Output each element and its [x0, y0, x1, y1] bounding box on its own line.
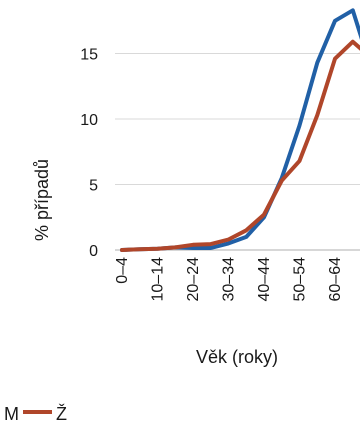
y-tick-labels: 05101520	[80, 47, 98, 261]
y-tick-label: 15	[80, 47, 98, 64]
series-line-m	[120, 8, 360, 252]
x-tick-label: 20–24	[185, 257, 202, 302]
y-tick-label: 5	[89, 178, 98, 195]
legend-label-m: M	[4, 404, 19, 424]
x-tick-label: 50–54	[292, 257, 309, 302]
y-axis-title: % případů	[32, 159, 52, 241]
x-tick-label: 60–64	[327, 257, 344, 302]
x-tick-label: 0–4	[114, 257, 131, 284]
gridlines	[115, 53, 360, 251]
series-lines	[120, 8, 360, 252]
y-tick-label: 10	[80, 112, 98, 129]
x-axis-title: Věk (roky)	[196, 347, 278, 367]
x-tick-label: 40–44	[256, 257, 273, 302]
y-tick-label: 0	[89, 243, 98, 260]
legend: M Ž	[4, 404, 67, 424]
series-line-z	[120, 39, 360, 252]
x-tick-label: 10–14	[150, 257, 167, 302]
x-tick-label: 30–34	[221, 257, 238, 302]
legend-label-z: Ž	[56, 404, 67, 424]
